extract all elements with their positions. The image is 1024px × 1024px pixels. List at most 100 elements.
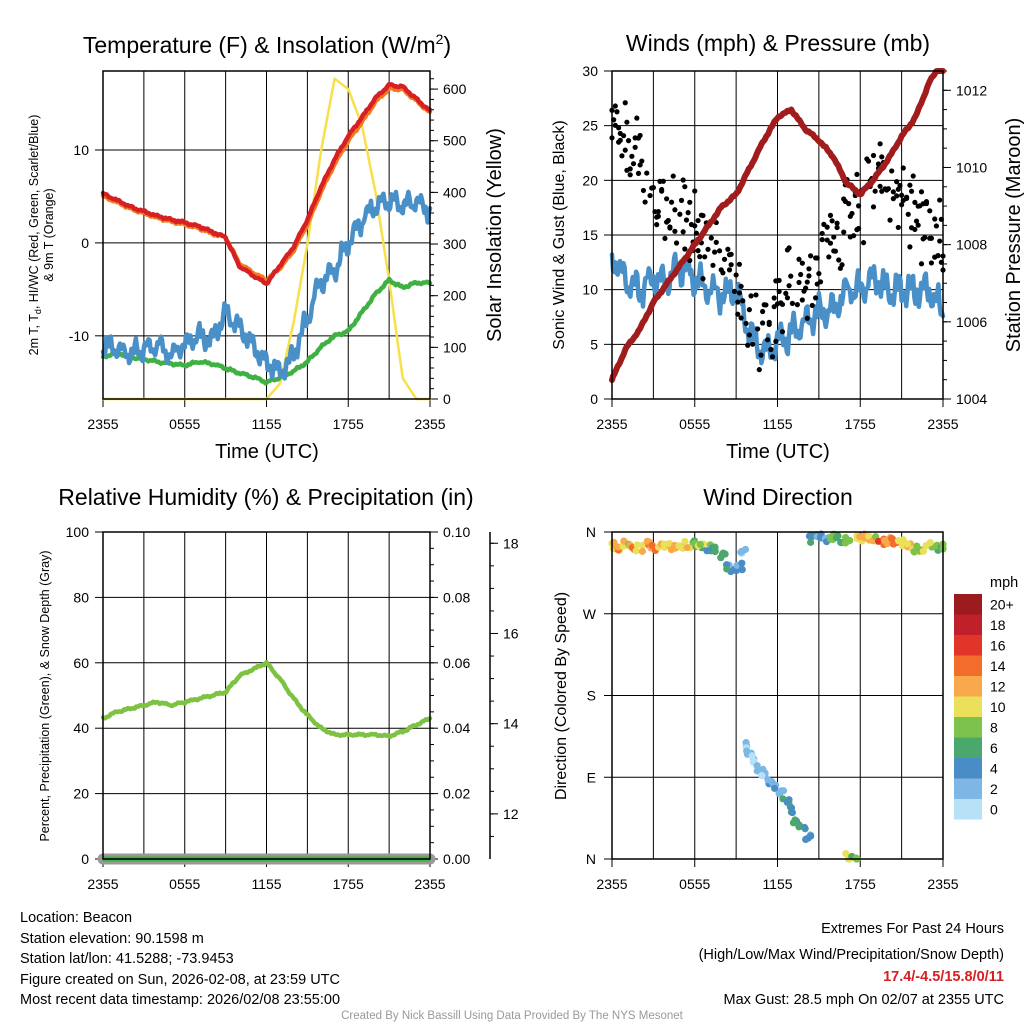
x-tick-label: 2355	[414, 416, 445, 432]
wind-direction-point	[738, 547, 746, 555]
gust-point	[855, 225, 862, 232]
wind-direction-point	[843, 537, 851, 546]
x-tick-label: 0555	[169, 876, 200, 892]
left-y-tick-label: -10	[69, 328, 89, 344]
gust-point	[827, 240, 834, 246]
gust-point	[887, 217, 893, 223]
gust-point	[672, 228, 678, 234]
gust-point	[764, 337, 771, 343]
gust-point	[771, 295, 777, 301]
gust-point	[819, 230, 825, 237]
colorbar-label: 0	[990, 801, 998, 817]
wind-direction-point	[910, 548, 918, 556]
x-tick-label: 0555	[169, 416, 200, 432]
gust-point	[816, 270, 822, 277]
gust-point	[768, 346, 774, 353]
gust-point	[783, 290, 789, 296]
wind-direction-point	[711, 543, 719, 551]
gust-point	[817, 279, 824, 285]
gust-point	[634, 115, 640, 121]
gust-point	[708, 235, 714, 241]
wind-direction-point	[903, 540, 911, 548]
wind-direction-point	[723, 565, 731, 573]
gust-point	[786, 283, 792, 289]
gust-point	[870, 152, 877, 159]
colorbar-label: 6	[990, 740, 998, 756]
gust-point	[614, 109, 620, 115]
gust-point	[872, 188, 878, 194]
gust-point	[889, 168, 895, 174]
gust-point	[738, 283, 744, 289]
gust-point	[849, 210, 855, 217]
gust-point	[776, 288, 782, 295]
gust-point	[786, 245, 792, 251]
gust-point	[635, 170, 642, 176]
wind-direction-point	[806, 538, 815, 546]
gust-point	[685, 210, 691, 216]
gust-point	[907, 182, 913, 188]
x-tick-label: 1755	[845, 416, 876, 432]
x-tick-label: 2355	[596, 876, 627, 892]
panel-1-axes: 2355 0555 1155 1755 2355 0 5 10 15 20 25 30 1004 1006…	[582, 63, 987, 432]
gust-point	[895, 224, 901, 231]
max-gust: Max Gust: 28.5 mph On 02/07 at 2355 UTC	[724, 992, 1004, 1008]
gust-point	[890, 189, 896, 195]
gust-point	[637, 162, 643, 168]
gust-point	[912, 226, 918, 233]
gust-point	[860, 240, 867, 246]
right-y-tick-label: 0.02	[443, 786, 470, 802]
left-y-tick-label: 10	[73, 142, 89, 158]
gust-point	[682, 246, 688, 252]
gust-point	[884, 187, 890, 193]
wind-direction-point	[795, 823, 803, 831]
colorbar-label: 2	[990, 781, 998, 797]
gust-point	[928, 260, 935, 266]
extremes-values: 17.4/-4.5/15.8/0/11	[883, 969, 1004, 985]
colorbar-swatch	[954, 655, 982, 676]
left-y-tick-label: 10	[582, 282, 598, 298]
gust-point	[725, 246, 731, 252]
x-tick-label: 0555	[679, 876, 710, 892]
left-y-tick-label: 0	[590, 391, 598, 407]
x-tick-label: 2355	[596, 416, 627, 432]
x-tick-label: 1155	[251, 416, 281, 432]
gust-point	[879, 154, 885, 160]
gust-point	[716, 248, 723, 254]
wind-direction-point	[926, 538, 934, 547]
x-tick-label: 2355	[414, 876, 445, 892]
gust-point	[877, 183, 883, 189]
right-y-tick-label: 400	[443, 184, 467, 200]
gust-point	[695, 248, 701, 254]
left-y-tick-label: 0	[81, 235, 89, 251]
humidity-y-label: Percent, Precipitation (Green), & Snow D…	[38, 550, 52, 841]
x-tick-label: 2355	[87, 416, 118, 432]
wind-direction-point	[683, 543, 691, 552]
wind-direction-point	[758, 772, 766, 780]
gust-point	[907, 244, 913, 250]
colorbar-label: 12	[990, 678, 1006, 694]
gust-point	[903, 194, 910, 200]
wind-direction-point	[764, 776, 772, 784]
footer-location: Location: Beacon	[20, 910, 132, 926]
gust-point	[799, 297, 805, 303]
gust-point	[625, 138, 632, 144]
right-y-tick-label: 1006	[956, 314, 987, 330]
footer-elevation: Station elevation: 90.1598 m	[20, 931, 204, 947]
gust-point	[678, 197, 685, 203]
wind-direction-point	[889, 540, 898, 548]
gust-point	[894, 179, 900, 185]
footer-created: Figure created on Sun, 2026-02-08, at 23…	[20, 972, 340, 988]
gust-point	[736, 261, 743, 267]
gust-point	[642, 199, 648, 205]
gust-point	[826, 254, 832, 260]
gust-point	[776, 277, 782, 284]
wind-direction-point	[802, 835, 810, 843]
gust-point	[680, 229, 686, 235]
gust-point	[788, 273, 794, 279]
gust-point	[851, 233, 857, 239]
winds-panel-title: Winds (mph) & Pressure (mb)	[626, 30, 930, 56]
dewpoint-line	[100, 276, 433, 386]
gust-point	[624, 167, 630, 173]
wind-direction-point	[834, 532, 842, 540]
